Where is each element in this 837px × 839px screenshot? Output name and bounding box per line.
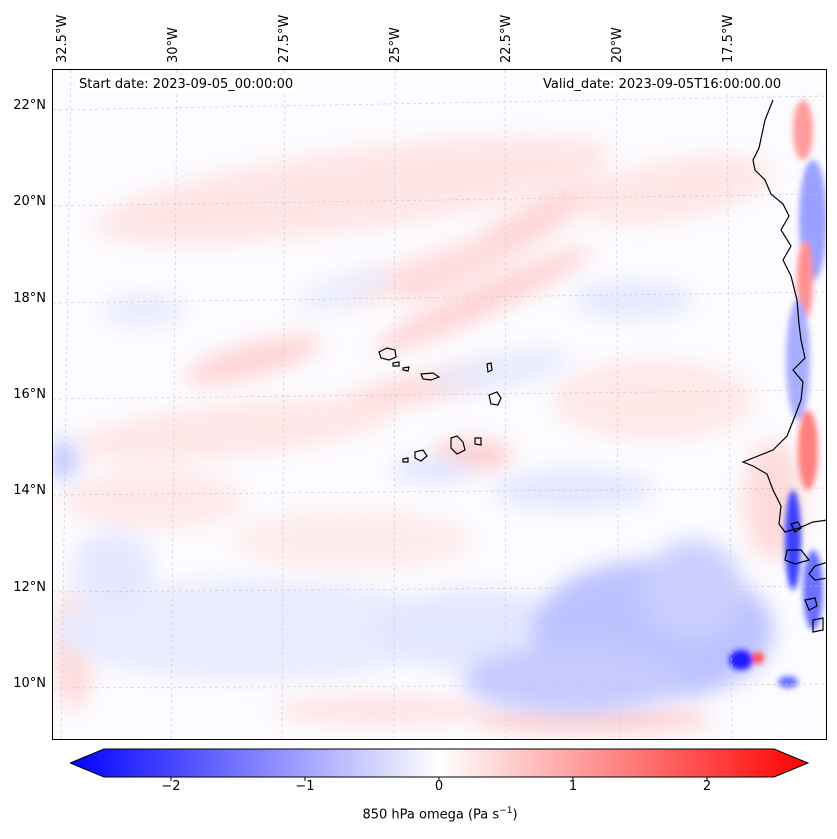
valid-date-label: Valid_date: 2023-09-05T16:00:00.00 (539, 76, 786, 93)
colorbar (70, 748, 810, 781)
lon-label-32-5w: 32.5°W (55, 14, 70, 63)
graticule (53, 70, 826, 739)
lat-label-20n: 20°N (13, 194, 46, 209)
colorbar-tick-label-0: 0 (434, 779, 444, 794)
lon-label-22-5w: 22.5°W (499, 14, 514, 63)
omega-field-map (53, 70, 826, 739)
lon-label-17-5w: 17.5°W (721, 14, 736, 63)
lon-label-27-5w: 27.5°W (277, 14, 292, 63)
cape-verde-islands (378, 347, 502, 463)
lat-label-10n: 10°N (13, 676, 46, 691)
coastal-strong-omega (729, 100, 826, 688)
negative-omega-areas (53, 268, 773, 714)
colorbar-tick-label-1: 1 (568, 779, 578, 794)
positive-omega-areas (53, 136, 803, 732)
colorbar-gradient (70, 748, 810, 778)
colorbar-tick-label-neg2: −2 (161, 779, 181, 794)
lon-label-25w: 25°W (388, 27, 403, 63)
start-date-label: Start date: 2023-09-05_00:00:00 (75, 76, 298, 93)
lat-label-18n: 18°N (13, 291, 46, 306)
lon-label-20w: 20°W (610, 27, 625, 63)
map-panel[interactable]: Start date: 2023-09-05_00:00:00 Valid_da… (52, 69, 827, 740)
african-coastline (741, 99, 826, 633)
colorbar-tick-label-2: 2 (702, 779, 712, 794)
lon-label-30w: 30°W (166, 27, 181, 63)
colorbar-tick-marks (170, 777, 708, 781)
lat-label-16n: 16°N (13, 387, 46, 402)
lat-label-14n: 14°N (13, 483, 46, 498)
colorbar-tick-label-neg1: −1 (295, 779, 315, 794)
lat-label-22n: 22°N (13, 98, 46, 113)
colorbar-label: 850 hPa omega (Pa s−1) (362, 806, 518, 823)
lat-label-12n: 12°N (13, 580, 46, 595)
